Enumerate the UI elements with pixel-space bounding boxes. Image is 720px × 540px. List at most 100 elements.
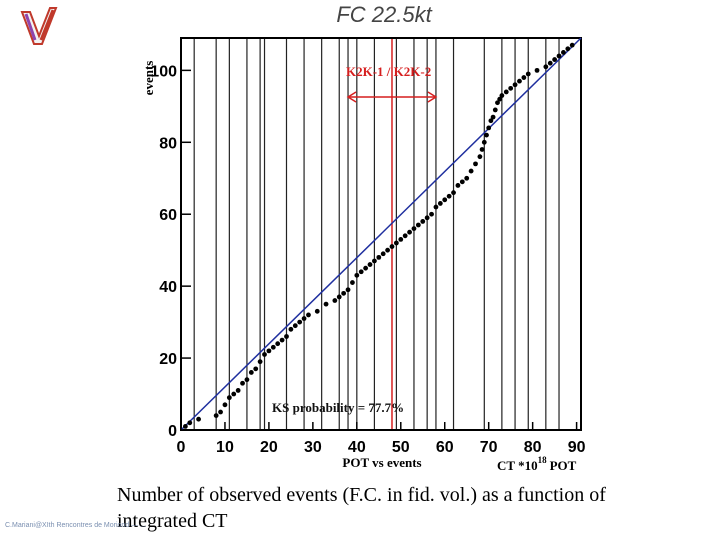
y-tick-label: 80 <box>159 135 177 152</box>
y-tick-label: 20 <box>159 351 177 368</box>
data-point <box>231 391 237 397</box>
data-point <box>402 233 408 239</box>
nu-logo-icon <box>20 7 58 45</box>
data-point <box>292 323 298 329</box>
data-point <box>196 416 201 422</box>
data-point <box>479 147 485 152</box>
data-point <box>415 222 421 228</box>
data-point <box>499 93 505 98</box>
data-point <box>398 236 404 242</box>
data-point <box>569 42 575 48</box>
x-unit-suffix: POT <box>550 458 577 473</box>
x-tick-label: 10 <box>216 439 234 456</box>
data-point <box>486 125 492 131</box>
data-point <box>385 247 390 253</box>
data-point <box>222 402 228 408</box>
data-point <box>288 326 294 332</box>
x-tick-label: 20 <box>260 439 278 456</box>
data-point <box>455 183 461 188</box>
data-point <box>187 420 193 426</box>
data-point <box>354 272 360 278</box>
data-point <box>547 60 553 66</box>
data-point <box>497 96 503 102</box>
data-point <box>490 114 496 120</box>
data-point <box>244 377 250 383</box>
y-axis-ticks: 0 20 40 60 80 100 <box>150 63 191 440</box>
y-axis-label: events <box>141 61 156 96</box>
data-point <box>306 312 311 318</box>
data-point <box>270 344 276 350</box>
x-unit-exponent: 18 <box>538 455 548 465</box>
data-point <box>275 341 281 347</box>
x-tick-label: 30 <box>304 439 322 456</box>
data-point <box>240 380 245 386</box>
data-point <box>376 254 382 260</box>
data-point <box>314 308 320 314</box>
data-point <box>543 64 549 70</box>
arrow-head-left <box>346 91 357 103</box>
data-point <box>226 395 232 401</box>
x-axis-unit: CT *1018 POT <box>497 455 577 473</box>
data-point <box>556 53 562 59</box>
data-point <box>358 269 364 275</box>
data-point <box>424 215 430 221</box>
data-point <box>468 168 474 174</box>
data-point <box>257 359 263 365</box>
data-point <box>488 118 494 124</box>
data-point <box>521 75 527 80</box>
data-point <box>433 204 439 210</box>
slide-caption: Number of observed events (F.C. in fid. … <box>117 484 606 532</box>
data-point <box>464 175 470 181</box>
data-point <box>552 57 558 62</box>
ks-probability-label: KS probability = 77.7% <box>272 400 404 415</box>
data-point <box>284 334 289 339</box>
data-point <box>182 424 188 429</box>
data-point <box>336 294 342 300</box>
x-tick-label: 50 <box>392 439 410 456</box>
data-point <box>332 298 338 303</box>
data-point <box>495 100 500 106</box>
data-point <box>492 107 498 113</box>
data-point <box>459 179 465 185</box>
x-tick-label: 80 <box>524 439 542 456</box>
data-point <box>561 49 566 55</box>
fit-line <box>180 37 582 431</box>
data-point <box>213 413 219 419</box>
data-point <box>411 226 417 232</box>
data-point <box>517 78 522 84</box>
data-point <box>218 409 223 415</box>
data-point <box>407 229 412 235</box>
x-tick-label: 90 <box>568 439 586 456</box>
data-point <box>345 287 351 293</box>
data-point <box>323 301 329 307</box>
page-title: FC 22.5kt <box>336 2 432 27</box>
data-point <box>420 219 426 224</box>
x-tick-label: 0 <box>177 439 186 456</box>
data-point <box>341 290 347 296</box>
data-point <box>248 370 254 375</box>
data-points <box>182 42 575 429</box>
y-tick-label: 0 <box>168 423 177 440</box>
y-tick-label: 40 <box>159 279 177 296</box>
data-point <box>363 265 369 271</box>
x-unit-base: CT *10 <box>497 458 538 473</box>
data-point <box>429 211 434 217</box>
data-point <box>279 337 285 343</box>
data-point <box>512 82 518 88</box>
data-point <box>525 71 531 77</box>
data-point <box>437 201 443 206</box>
y-tick-label: 100 <box>150 63 177 80</box>
data-point <box>473 161 478 167</box>
data-point <box>301 316 307 321</box>
data-point <box>262 352 267 357</box>
period-boundaries <box>193 38 560 430</box>
slide-footer: C.Mariani@XIth Rencontres de Moriond — .… <box>5 522 146 529</box>
data-point <box>503 89 509 95</box>
data-point <box>350 280 355 285</box>
arrow-head-right <box>427 91 438 103</box>
data-point <box>253 366 259 372</box>
plot-frame <box>180 37 582 431</box>
data-point <box>235 388 241 393</box>
data-point <box>380 251 386 257</box>
